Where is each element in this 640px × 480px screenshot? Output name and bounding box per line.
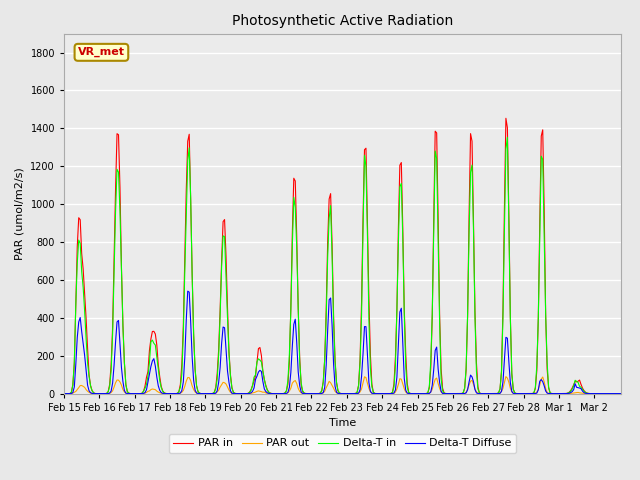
Text: VR_met: VR_met	[78, 47, 125, 58]
Line: PAR in: PAR in	[64, 118, 628, 394]
Line: PAR out: PAR out	[64, 377, 628, 394]
Title: Photosynthetic Active Radiation: Photosynthetic Active Radiation	[232, 14, 453, 28]
Line: Delta-T Diffuse: Delta-T Diffuse	[64, 291, 628, 394]
Legend: PAR in, PAR out, Delta-T in, Delta-T Diffuse: PAR in, PAR out, Delta-T in, Delta-T Dif…	[169, 434, 516, 453]
Y-axis label: PAR (umol/m2/s): PAR (umol/m2/s)	[15, 167, 25, 260]
Line: Delta-T in: Delta-T in	[64, 137, 628, 394]
X-axis label: Time: Time	[329, 418, 356, 428]
